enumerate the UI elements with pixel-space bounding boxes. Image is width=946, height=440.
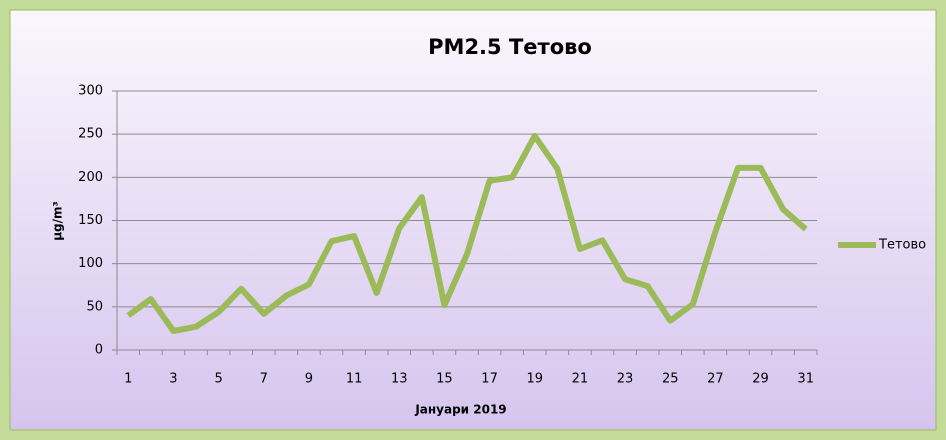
y-tick-label: 0 [95, 343, 103, 358]
x-tick-label: 31 [797, 372, 814, 387]
x-tick-label: 7 [260, 372, 268, 387]
legend-label: Тетово [878, 238, 926, 253]
x-tick-label: 15 [436, 372, 453, 387]
y-tick-label: 150 [78, 213, 103, 228]
x-tick-label: 29 [752, 372, 769, 387]
data-line [126, 132, 808, 335]
y-tick-label: 300 [78, 84, 103, 99]
y-tick-label: 200 [78, 170, 103, 185]
x-axis-label: Јануари 2019 [414, 403, 506, 417]
x-tick-label: 21 [572, 372, 589, 387]
x-tick-label: 23 [617, 372, 634, 387]
chart-title: PM2.5 Тетово [428, 35, 592, 59]
x-tick-label: 27 [707, 372, 724, 387]
x-tick-label: 25 [662, 372, 679, 387]
x-tick-label: 13 [391, 372, 408, 387]
y-tick-label: 100 [78, 256, 103, 271]
y-axis-label: µg/m³ [51, 201, 65, 241]
y-tick-label: 250 [78, 127, 103, 142]
x-tick-label: 3 [169, 372, 177, 387]
y-tick-label: 50 [86, 299, 103, 314]
x-tick-label: 5 [214, 372, 222, 387]
x-tick-label: 17 [481, 372, 498, 387]
x-tick-label: 9 [305, 372, 313, 387]
x-tick-label: 19 [526, 372, 543, 387]
x-tick-label: 1 [124, 372, 132, 387]
x-tick-label: 11 [346, 372, 363, 387]
